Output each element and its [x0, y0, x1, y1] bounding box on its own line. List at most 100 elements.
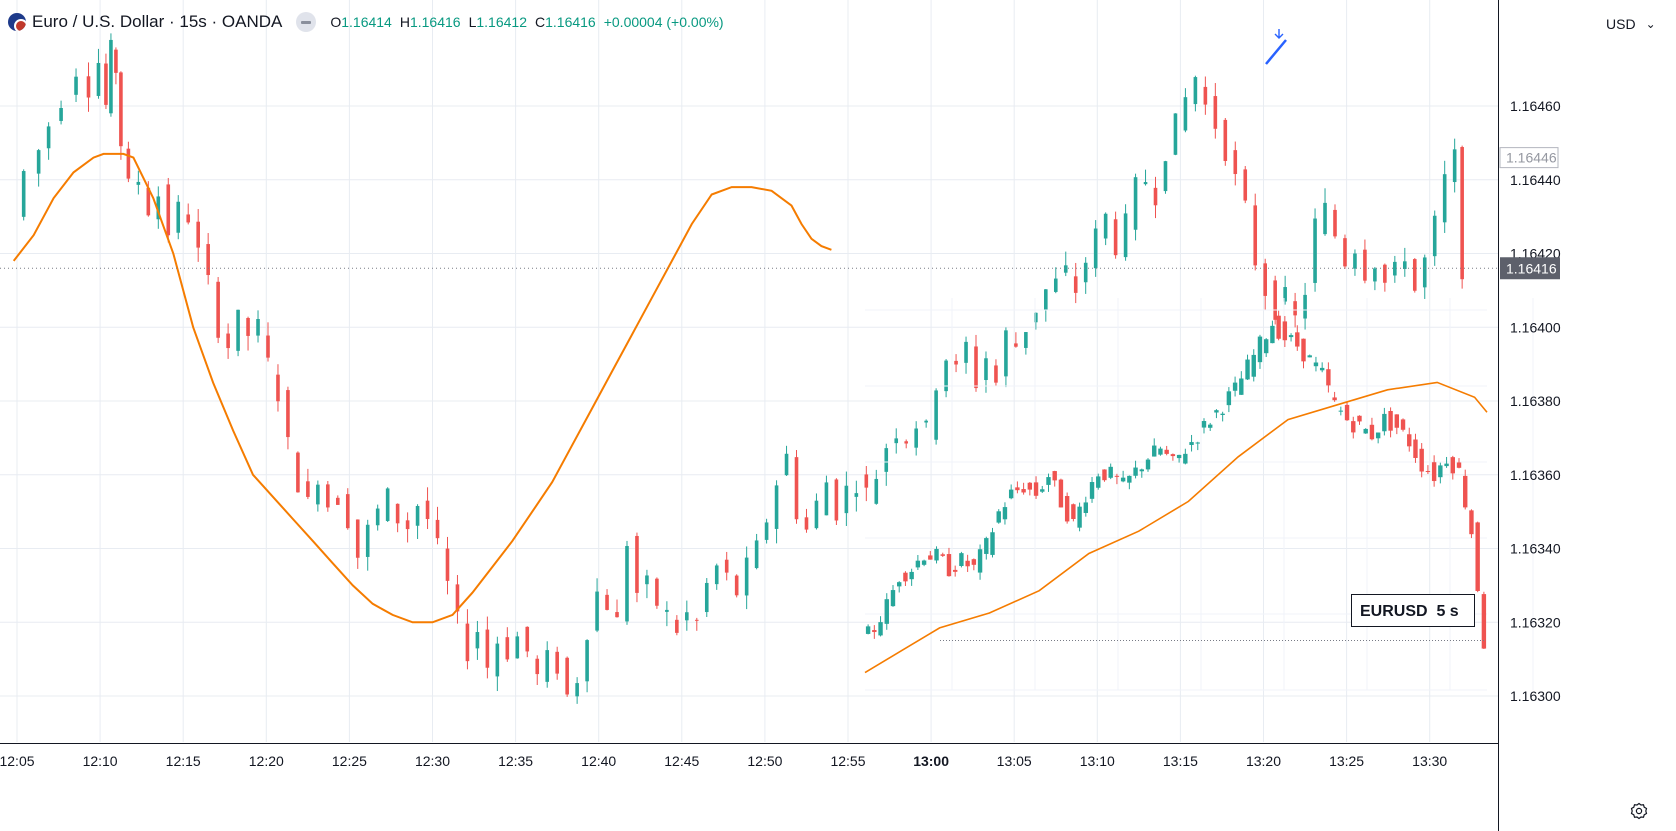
candle-body: [974, 346, 978, 389]
candle-body: [525, 626, 530, 652]
time-tick-label: 13:10: [1080, 753, 1115, 769]
overlay-candle-body: [1108, 466, 1113, 478]
time-tick-label: 12:20: [249, 753, 284, 769]
candle-body: [675, 619, 679, 633]
candle-body: [1403, 261, 1407, 270]
ohlc-values: O1.16414 H1.16416 L1.16412 C1.16416 +0.00004…: [330, 14, 731, 30]
candle-body: [296, 452, 300, 493]
candle-body: [326, 484, 330, 508]
time-tick-label: 13:05: [997, 753, 1032, 769]
overlay-candle-body: [1183, 453, 1188, 464]
overlay-candle-body: [1419, 448, 1424, 472]
close-label: C: [534, 14, 546, 30]
overlay-candle-body: [1077, 506, 1082, 528]
candle-body: [1303, 294, 1307, 319]
overlay-candle-body: [1201, 421, 1207, 428]
candle-body: [1223, 119, 1228, 161]
currency-dropdown[interactable]: USD ⌄: [1606, 8, 1668, 40]
overlay-candle-body: [1127, 475, 1132, 483]
overlay-candle-body: [1071, 504, 1076, 519]
candle-body: [804, 517, 809, 530]
price-tick-label: 1.16440: [1510, 172, 1561, 188]
candle-body: [854, 493, 859, 497]
candle-body: [1133, 177, 1138, 230]
candle-body: [385, 488, 390, 521]
overlay-candle-body: [1444, 463, 1449, 467]
overlay-candle-body: [1226, 391, 1232, 406]
candle-body: [1173, 113, 1178, 155]
symbol-title[interactable]: Euro / U.S. Dollar · 15s · OANDA: [32, 12, 283, 31]
overlay-candle-body: [1481, 594, 1487, 649]
candle-body: [1412, 259, 1417, 291]
candle-body: [704, 582, 709, 613]
candle-body: [1442, 174, 1447, 223]
candle-body: [1163, 161, 1168, 192]
candle-body: [874, 478, 879, 504]
low-label: L: [468, 14, 477, 30]
overlay-candle-body: [1096, 476, 1101, 488]
candle-body: [395, 503, 400, 524]
hide-legend-button[interactable]: [296, 12, 317, 32]
overlay-candle-body: [940, 554, 945, 556]
candle-body: [774, 485, 779, 529]
comparison-label: EURUSD 5 s: [1351, 594, 1475, 627]
candle-body: [126, 148, 131, 179]
candles-main: [21, 33, 1464, 704]
candle-body: [1293, 301, 1297, 316]
overlay-candle-body: [1394, 414, 1400, 428]
chart-settings-button[interactable]: [1626, 798, 1652, 824]
candle-body: [465, 623, 470, 662]
candle-body: [21, 171, 26, 217]
candle-body: [1393, 261, 1397, 276]
candle-body: [445, 548, 450, 581]
time-tick-label: 13:30: [1412, 753, 1447, 769]
overlay-candle-body: [1332, 397, 1337, 401]
chart-legend: Euro / U.S. Dollar · 15s · OANDA O1.1641…: [8, 10, 732, 34]
overlay-candle-body: [928, 555, 933, 560]
candle-body: [355, 519, 360, 558]
time-tick-label: 12:30: [415, 753, 450, 769]
candle-body: [485, 629, 490, 668]
candle-body: [1383, 264, 1387, 283]
candle-body: [515, 636, 520, 659]
overlay-candle-body: [897, 582, 902, 587]
candle-body: [595, 591, 599, 631]
price-tick-label: 1.16340: [1510, 541, 1561, 557]
candle-body: [1243, 169, 1248, 201]
candle-body: [136, 181, 141, 185]
overlay-candle-body: [1145, 459, 1151, 470]
candle-body: [894, 438, 899, 444]
overlay-candle-body: [971, 559, 977, 565]
candle-body: [1193, 77, 1198, 105]
overlay-candle-body: [1245, 359, 1250, 380]
candle-body: [226, 333, 230, 349]
candle-body: [266, 335, 270, 358]
overlay-candle-body: [1276, 315, 1281, 339]
overlay-candle-body: [1208, 424, 1213, 428]
candle-body: [1083, 262, 1088, 283]
candle-body: [74, 76, 78, 95]
overlay-candle-body: [1463, 475, 1468, 508]
candle-body: [1103, 213, 1108, 239]
candle-body: [59, 107, 63, 121]
candle-body: [114, 49, 118, 73]
open-value: 1.16414: [341, 14, 392, 30]
overlay-candle-body: [965, 560, 970, 567]
candle-body: [166, 184, 171, 236]
overlay-candle-body: [1195, 442, 1200, 444]
candle-body: [1063, 265, 1068, 273]
overlay-candle-body: [1351, 421, 1356, 433]
gear-icon: [1630, 802, 1648, 820]
candle-body: [954, 360, 958, 365]
candle-body: [794, 457, 799, 520]
overlay-candle-body: [934, 548, 939, 561]
candle-body: [1044, 289, 1048, 311]
overlay-candle-body: [1064, 496, 1070, 522]
candle-body: [246, 317, 250, 336]
candle-body: [375, 508, 380, 526]
candle-body: [625, 546, 629, 622]
overlay-candle-body: [1270, 325, 1275, 344]
candle-body: [1213, 96, 1218, 129]
